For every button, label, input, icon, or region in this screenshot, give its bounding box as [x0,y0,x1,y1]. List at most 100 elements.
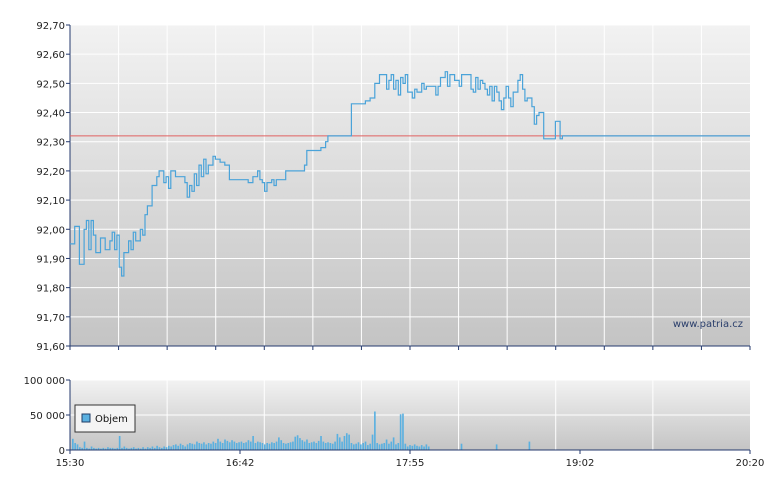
volume-bar [200,443,203,450]
x-tick-label: 15:30 [56,458,85,469]
volume-bar [175,444,177,450]
volume-bar [259,442,261,450]
volume-bar [252,436,254,450]
volume-bar [132,447,135,450]
volume-bar [392,437,395,450]
volume-bar [261,443,264,450]
volume-bar [268,443,271,450]
volume-bar [240,441,243,450]
price-y-tick-label: 92,10 [36,196,65,207]
volume-bar [425,444,428,450]
x-tick-label: 17:55 [396,458,425,469]
watermark: www.patria.cz [673,319,743,330]
volume-bar [118,436,121,450]
price-y-tick-label: 91,70 [36,313,65,324]
volume-bar [228,442,231,450]
volume-bar [198,443,201,450]
volume-bar [327,442,329,450]
volume-bar [383,443,386,450]
volume-bar [369,443,372,450]
price-y-tick-label: 92,20 [36,167,65,178]
volume-bar [163,446,165,450]
volume-bar [191,443,194,450]
volume-bar [374,411,376,450]
price-y-tick-label: 91,60 [36,342,65,353]
volume-bar [184,446,187,450]
price-y-tick-label: 92,70 [36,21,65,32]
volume-bar [226,440,229,450]
volume-bar [72,438,74,450]
price-y-tick-label: 92,30 [36,138,65,149]
volume-bar [362,443,364,450]
volume-bar [102,447,105,450]
volume-bar [217,438,219,450]
volume-bar [367,445,369,450]
volume-bar [350,443,353,450]
volume-panel: 100 000 50 000 0 [24,376,750,457]
volume-bar [388,443,390,450]
volume-bar [308,443,311,450]
volume-bar [182,445,184,450]
price-panel: 92,70 92,60 92,50 92,40 92,30 92,20 92,10 92,00… [36,21,751,353]
volume-bar [341,441,343,450]
volume-bar [221,443,224,450]
volume-bar [123,446,126,450]
volume-bar [317,440,320,450]
volume-bar [172,445,175,450]
volume-bar [104,448,107,450]
volume-bar [322,441,325,450]
volume-bar [427,446,430,450]
volume-bar [160,447,163,450]
volume-bar [495,444,498,450]
volume-bar [381,443,383,450]
volume-bar [144,448,147,450]
volume-bar [100,448,102,450]
volume-bar [289,442,292,450]
volume-bar [210,443,212,450]
volume-bar [95,448,98,450]
volume-bar [357,442,360,450]
volume-bar [390,441,393,450]
volume-bar [114,448,116,450]
volume-bar [153,447,156,450]
volume-bar [364,441,367,450]
x-tick-label: 16:42 [226,458,255,469]
volume-bar [409,445,411,450]
volume-bar [121,447,123,450]
volume-bar [179,443,182,450]
volume-bar [238,442,240,450]
price-series-line [70,71,750,277]
volume-bar [334,441,336,450]
volume-bar [275,441,278,450]
volume-bar [315,443,318,450]
volume-bar [93,447,95,450]
price-y-tick-label: 92,00 [36,225,65,236]
x-tick-label: 20:20 [736,458,765,469]
volume-bar [86,447,88,450]
legend-swatch [81,413,91,423]
volume-bar [193,444,196,450]
volume-bar [301,440,304,450]
volume-bar [256,441,259,450]
volume-bar [371,434,374,450]
volume-bar [278,437,280,450]
volume-bar [397,443,400,450]
volume-bar [203,442,205,450]
volume-bar [292,441,294,450]
volume-bar [406,446,409,450]
volume-bar [329,443,332,450]
volume-bar [282,443,285,450]
volume-bar [214,443,217,450]
volume-bar [212,441,215,450]
volume-bar [338,437,341,450]
price-y-tick-label: 91,90 [36,254,65,265]
volume-bar [355,443,357,450]
volume-bar [125,447,128,450]
legend: Objem [74,404,136,433]
volume-bar [139,448,142,450]
volume-bar [296,435,299,450]
volume-bar [116,447,119,450]
volume-bar [79,447,81,450]
volume-bar [111,447,114,450]
volume-bar [158,447,161,450]
